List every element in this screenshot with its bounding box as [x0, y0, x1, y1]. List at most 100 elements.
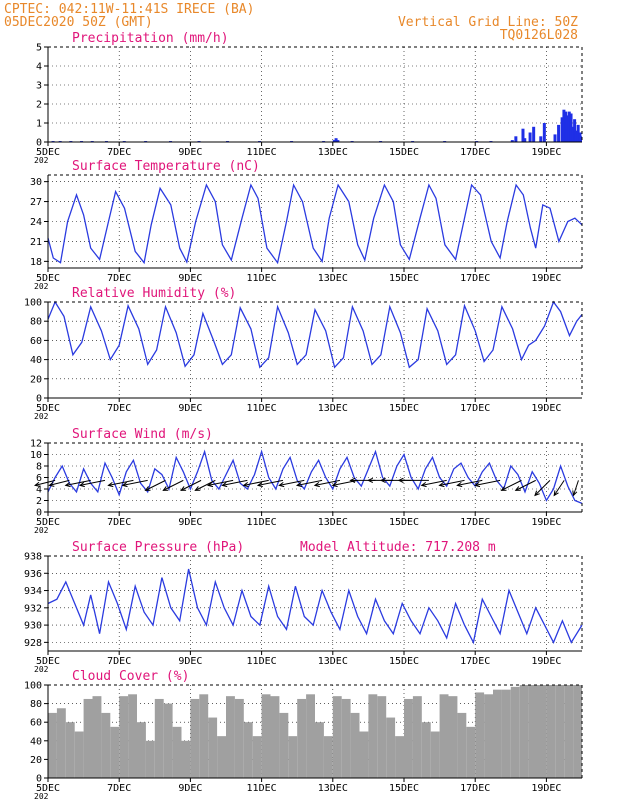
precipitation-panel: 0 1 2 3 4 5 5DEC 7DEC 9DEC 11DEC 13DEC 15DEC 17DEC 19… — [34, 31, 583, 165]
header-station: CPTEC: 042:11W-11:41S IRECE (BA) — [4, 2, 254, 17]
cloud-cover-bar — [341, 698, 351, 778]
cloud-cover-bar — [448, 696, 458, 778]
pressure-xtick-label: 13DEC — [318, 656, 348, 667]
header-datetime: 05DEC2020 50Z (GMT) — [4, 15, 153, 30]
wind-arrow — [438, 479, 465, 488]
wind-xtick-label: 15DEC — [389, 517, 419, 528]
cloud-cover-ytick-label: 60 — [30, 718, 42, 729]
cloud-cover-bar — [217, 736, 226, 778]
cloud-cover-year-stub: 202 — [34, 792, 49, 800]
wind-arrow — [121, 479, 148, 488]
wind-arrow — [397, 477, 429, 483]
wind-arrow — [456, 479, 483, 488]
temperature-xtick-label: 5DEC — [36, 273, 60, 284]
wind-title: Surface Wind (m/s) — [72, 427, 213, 442]
wind-arrow-shaft — [475, 479, 501, 486]
wind-xtick-label: 13DEC — [318, 517, 348, 528]
wind-arrow-shaft — [65, 479, 91, 486]
cloud-cover-ytick-label: 20 — [30, 755, 42, 766]
pressure-ytick-label: 928 — [24, 638, 42, 649]
cloud-cover-bar — [466, 726, 476, 778]
precipitation-xtick-label: 17DEC — [460, 147, 490, 158]
cloud-cover-bar — [519, 685, 529, 778]
wind-year-stub: 202 — [34, 526, 49, 535]
wind-arrow-head — [33, 481, 41, 487]
cloud-cover-panel: 0 20 40 60 80 100 5DEC 7DEC 9DEC 11DEC 13DEC 15DEC 1… — [24, 669, 583, 800]
precipitation-xtick-label: 7DEC — [107, 147, 131, 158]
pressure-ytick-label: 930 — [24, 621, 42, 632]
precipitation-ytick-label: 4 — [36, 62, 42, 73]
precipitation-bar — [576, 124, 580, 142]
pressure-ytick-label: 936 — [24, 569, 42, 580]
cloud-cover-bar — [208, 717, 218, 778]
cloud-cover-bar — [145, 740, 155, 778]
wind-ytick-label: 2 — [36, 496, 42, 507]
temperature-xtick-label: 17DEC — [460, 273, 490, 284]
wind-arrow-head — [331, 481, 338, 488]
cloud-cover-bar — [332, 696, 342, 778]
wind-arrow-head — [438, 481, 445, 488]
wind-arrow-shaft — [297, 479, 323, 486]
humidity-ytick-label: 80 — [30, 317, 42, 328]
wind-arrow-shaft — [180, 479, 202, 491]
cloud-cover-bar — [386, 717, 396, 778]
temperature-year-stub: 202 — [34, 282, 49, 291]
wind-arrow — [256, 479, 284, 488]
humidity-ytick-label: 20 — [30, 374, 42, 385]
wind-arrow-shaft — [279, 479, 305, 486]
cloud-cover-bar — [555, 685, 565, 778]
cloud-cover-bar — [484, 694, 493, 778]
wind-arrow-shaft — [439, 479, 465, 486]
cloud-cover-title: Cloud Cover (%) — [72, 669, 189, 684]
wind-arrow-head — [349, 477, 356, 483]
cloud-cover-bar — [48, 712, 57, 778]
cloud-cover-bar — [430, 731, 440, 778]
humidity-ytick-label: 100 — [24, 298, 42, 309]
temperature-xtick-label: 7DEC — [107, 273, 131, 284]
cloud-cover-bar — [270, 696, 280, 778]
humidity-xtick-label: 9DEC — [178, 403, 202, 414]
cloud-cover-bar — [439, 694, 449, 778]
temperature-xtick-label: 9DEC — [178, 273, 202, 284]
cloud-cover-bar — [172, 726, 182, 778]
wind-arrow-head — [553, 490, 559, 497]
wind-arrow — [194, 479, 216, 491]
wind-arrow-head — [221, 482, 228, 488]
wind-arrow-head — [107, 481, 114, 488]
cloud-cover-bar — [119, 696, 129, 778]
humidity-series-line — [47, 300, 583, 369]
wind-arrow — [64, 479, 91, 488]
wind-xtick-label: 19DEC — [531, 517, 561, 528]
cloud-cover-bar — [404, 698, 413, 778]
cloud-cover-bar — [252, 736, 262, 778]
wind-arrow-shaft — [145, 479, 166, 491]
precipitation-bar — [569, 113, 573, 142]
precipitation-title: Precipitation (mm/h) — [72, 31, 229, 46]
wind-arrow-shaft — [79, 479, 106, 486]
humidity-xtick-label: 17DEC — [460, 403, 490, 414]
wind-arrow — [500, 479, 522, 491]
cloud-cover-bar — [101, 712, 111, 778]
cloud-cover-bar — [528, 685, 538, 778]
precipitation-bar — [564, 111, 568, 142]
precipitation-xtick-label: 5DEC — [36, 147, 60, 158]
precipitation-bar — [553, 134, 557, 142]
humidity-xtick-label: 13DEC — [318, 403, 348, 414]
wind-ytick-label: 8 — [36, 462, 42, 473]
wind-arrow-head — [514, 486, 521, 491]
precipitation-ytick-label: 3 — [36, 81, 42, 92]
precipitation-bar — [578, 132, 582, 142]
wind-series-line — [47, 449, 583, 505]
cloud-cover-xtick-label: 7DEC — [107, 783, 131, 794]
wind-arrow-head — [397, 477, 404, 483]
wind-arrow-head — [295, 481, 303, 488]
wind-arrow-shaft — [108, 479, 134, 486]
cloud-cover-bar — [359, 731, 369, 778]
cloud-cover-bar — [368, 694, 378, 778]
wind-arrow-head — [534, 490, 540, 497]
precipitation-xtick-label: 19DEC — [531, 147, 561, 158]
wind-arrow — [78, 479, 106, 488]
cloud-cover-bar — [226, 696, 235, 778]
cloud-cover-xtick-label: 17DEC — [460, 783, 490, 794]
precipitation-bar — [521, 128, 525, 142]
